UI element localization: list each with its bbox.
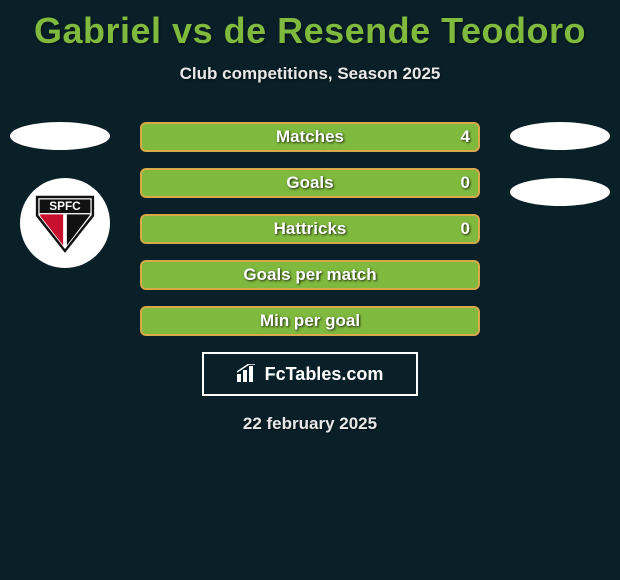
left-player-placeholder-1 [10, 122, 110, 150]
stat-label: Matches [140, 122, 480, 152]
stat-label: Goals per match [140, 260, 480, 290]
stat-label: Hattricks [140, 214, 480, 244]
badge-text: SPFC [49, 200, 81, 213]
branding-box[interactable]: FcTables.com [202, 352, 418, 396]
stat-row: Goals per match [140, 260, 480, 290]
stat-label: Goals [140, 168, 480, 198]
stat-value-right: 0 [461, 168, 470, 198]
branding-text: FcTables.com [265, 364, 384, 385]
spfc-shield-icon: SPFC [34, 192, 96, 254]
stat-row: Matches 4 [140, 122, 480, 152]
stat-row: Goals 0 [140, 168, 480, 198]
stat-label: Min per goal [140, 306, 480, 336]
stat-row: Hattricks 0 [140, 214, 480, 244]
right-player-placeholder-1 [510, 122, 610, 150]
bar-chart-icon [237, 364, 259, 385]
club-badge: SPFC [20, 178, 110, 268]
page-title: Gabriel vs de Resende Teodoro [0, 0, 620, 52]
date-label: 22 february 2025 [0, 414, 620, 434]
stat-value-right: 4 [461, 122, 470, 152]
right-player-placeholder-2 [510, 178, 610, 206]
stat-row: Min per goal [140, 306, 480, 336]
stat-value-right: 0 [461, 214, 470, 244]
subtitle: Club competitions, Season 2025 [0, 64, 620, 84]
